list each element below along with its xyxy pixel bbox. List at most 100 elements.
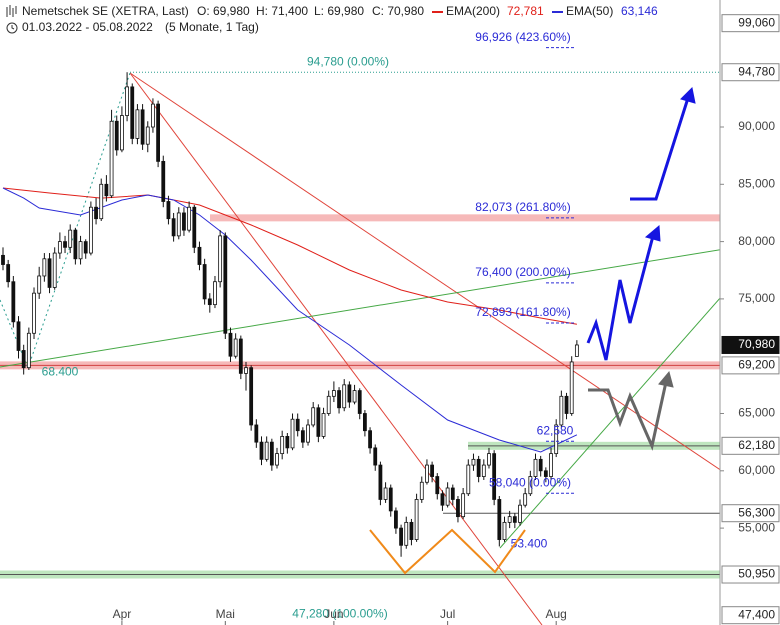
candle-body (507, 516, 512, 523)
price-label: 47,400 (738, 607, 775, 621)
scenario-drawings (369, 86, 696, 575)
y-tick-label: 75,000 (738, 291, 775, 305)
low-label: L: 69,980 (314, 4, 364, 18)
candle-body (264, 441, 269, 460)
orange-zigzag (369, 528, 526, 575)
price-box (721, 436, 780, 455)
candle-body (83, 241, 88, 254)
candle-body (342, 384, 347, 409)
arrow-head (658, 370, 674, 388)
candle-body (187, 206, 192, 231)
candle-body (316, 407, 321, 437)
chart-title: Nemetschek SE (XETRA, Last) (22, 4, 189, 18)
candle-body (269, 441, 274, 466)
annotation: 94,780 (0.00%) (307, 54, 389, 68)
price-box (721, 335, 780, 354)
candle-body (26, 332, 31, 369)
candle-body (502, 521, 507, 540)
candle-body (254, 424, 259, 443)
price-label: 99,060 (738, 15, 775, 29)
period: (5 Monate, 1 Tag) (165, 20, 259, 34)
candle-body (481, 464, 486, 477)
arrow-head (644, 224, 661, 242)
clock-hand (11, 25, 15, 30)
candle-body (171, 218, 176, 237)
candle-body (347, 384, 352, 403)
annotation: 53.400 (511, 537, 548, 551)
candle-body (223, 235, 228, 334)
blue-path (630, 97, 690, 201)
candle-body (120, 115, 124, 151)
candle-body (6, 264, 11, 283)
y-tick-label: 60,000 (738, 463, 775, 477)
candle-body (300, 430, 305, 443)
candle-body (42, 258, 47, 277)
candle-body (218, 235, 223, 283)
candle-body (192, 206, 197, 248)
candle-body (238, 338, 243, 374)
candle-body (554, 424, 559, 455)
candle-body (290, 418, 295, 449)
legend-value: 63,146 (621, 4, 658, 18)
candle-body (259, 441, 264, 460)
candle-body (543, 470, 548, 477)
candle-body (394, 510, 398, 529)
candle-body (135, 109, 140, 139)
candle-body (52, 252, 57, 288)
arrow-head (680, 86, 696, 104)
candle-body (249, 367, 254, 426)
candle-body (21, 350, 26, 369)
candle-body (518, 504, 522, 523)
candle-body (125, 86, 129, 116)
price-box (721, 606, 780, 625)
legend-label: EMA(50) (566, 4, 613, 18)
candle-body (440, 493, 445, 506)
price-box (721, 63, 780, 82)
annotation: 72,893 (161.80%) (475, 305, 570, 319)
price-label: 62,180 (738, 438, 775, 452)
candle-body (109, 120, 114, 197)
candle-body (156, 103, 161, 162)
candle-body (450, 487, 455, 500)
candle-body (37, 275, 42, 294)
candle-body (213, 281, 217, 306)
candle-body (383, 487, 388, 500)
price-box (721, 14, 780, 33)
candle-body (197, 246, 202, 265)
high-label: H: 71,400 (256, 4, 308, 18)
candle-body (166, 201, 171, 220)
header: Nemetschek SE (XETRA, Last) O: 69,980 H:… (6, 4, 658, 34)
annotation: 47,280 (100.00%) (292, 607, 387, 621)
candle-body (569, 361, 574, 414)
gray-path (588, 381, 668, 451)
x-tick-label: Mai (216, 607, 235, 621)
candle-body (326, 395, 331, 414)
candle-body (476, 458, 481, 477)
candle-body (404, 521, 409, 546)
candle-body (78, 241, 83, 260)
candle-body (425, 464, 429, 483)
candle-body (275, 453, 279, 466)
candle-body (456, 499, 460, 518)
candle-body (104, 183, 109, 197)
close-label: C: 70,980 (372, 4, 424, 18)
candle-body (419, 481, 424, 500)
candle-body (228, 332, 233, 357)
candle-body (559, 395, 564, 426)
fib-line (27, 72, 131, 369)
candle-body (280, 436, 285, 455)
candle-body (16, 321, 21, 351)
annotation: 96,926 (423.60%) (475, 30, 570, 44)
candle-body (466, 464, 471, 495)
candle-body (295, 418, 300, 432)
candle-body (140, 109, 145, 145)
candle-body (368, 430, 372, 449)
annotation: 68.400 (42, 365, 79, 379)
fib-band (210, 214, 780, 222)
candle-body (331, 390, 336, 397)
candle-body (207, 298, 212, 306)
candle-body (285, 436, 290, 449)
annotation: 58,040 (0.00%) (489, 475, 571, 489)
price-box (721, 565, 780, 584)
candle-body (357, 390, 362, 414)
